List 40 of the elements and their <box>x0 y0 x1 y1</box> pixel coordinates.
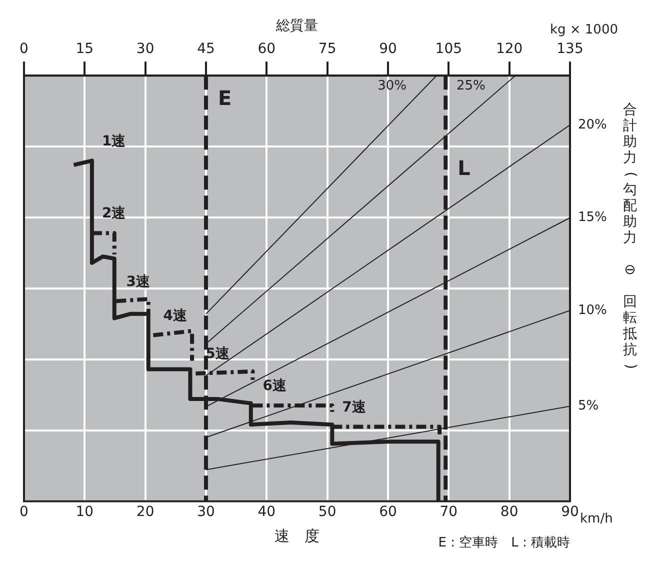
text: km/h <box>580 512 613 527</box>
x-tick-label: 90 <box>561 504 579 520</box>
ref-line-label: E <box>218 86 232 110</box>
ref-line-label: L <box>458 156 471 180</box>
x-tick-label: 60 <box>379 504 397 520</box>
x2-tick-label: 15 <box>76 40 94 57</box>
text: kg × 1000 <box>550 22 618 38</box>
x2-tick-label: 90 <box>379 40 397 57</box>
x-tick-label: 20 <box>136 504 154 520</box>
x2-tick-label: 120 <box>496 40 523 57</box>
series-label: 10% <box>578 302 607 318</box>
annotation: 2速 <box>102 206 127 222</box>
series-label: 15% <box>578 210 607 226</box>
series-label: 20% <box>578 117 607 132</box>
x2-tick-label: 0 <box>20 40 28 57</box>
annotation: 7速 <box>342 399 367 416</box>
x-axis-title: 速 度 <box>274 526 320 545</box>
x-tick-label: 80 <box>500 504 518 520</box>
x2-tick-label: 60 <box>258 40 276 57</box>
series-label: 5% <box>578 398 599 414</box>
x2-axis-title: 総質量 <box>275 18 318 34</box>
text: 合計助力(勾配助力 ⊖ 回転抵抗) <box>622 102 638 370</box>
x-tick-label: 40 <box>258 504 276 520</box>
x2-tick-label: 135 <box>556 40 584 57</box>
annotation: 1速 <box>102 133 127 150</box>
text: E : 空車時 L : 積載時 <box>438 536 570 551</box>
series-label: 25% <box>456 78 486 94</box>
annotation: 3速 <box>126 274 151 290</box>
x-tick-label: 70 <box>440 504 458 520</box>
x-tick-label: 0 <box>20 504 28 520</box>
x-tick-label: 30 <box>197 504 215 520</box>
x-tick-label: 10 <box>76 504 94 520</box>
annotation: 4速 <box>163 308 188 324</box>
x-tick-label: 50 <box>318 504 336 520</box>
x2-tick-label: 30 <box>136 40 154 57</box>
x2-tick-label: 45 <box>197 40 215 57</box>
x2-tick-label: 75 <box>318 40 336 57</box>
annotation: 6速 <box>262 378 288 394</box>
x2-tick-label: 105 <box>435 40 462 57</box>
series-label: 30% <box>378 78 407 94</box>
